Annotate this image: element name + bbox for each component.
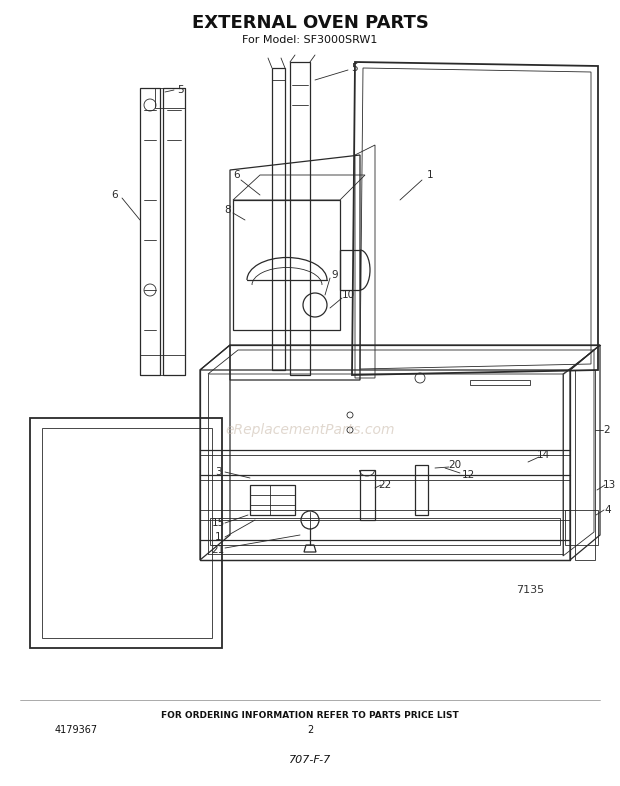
- Text: 10: 10: [342, 290, 355, 300]
- Text: 2: 2: [307, 725, 313, 735]
- Text: 20: 20: [448, 460, 461, 470]
- Text: 13: 13: [603, 480, 616, 490]
- Text: 1: 1: [427, 170, 433, 180]
- Text: 707-F-7: 707-F-7: [289, 755, 331, 765]
- Text: 14: 14: [536, 450, 549, 460]
- Text: 21: 21: [211, 545, 224, 555]
- Text: eReplacementParts.com: eReplacementParts.com: [225, 423, 395, 437]
- Text: 5: 5: [352, 63, 358, 73]
- Text: 9: 9: [332, 270, 339, 280]
- Text: EXTERNAL OVEN PARTS: EXTERNAL OVEN PARTS: [192, 14, 428, 32]
- Text: 12: 12: [461, 470, 475, 480]
- Text: 3: 3: [215, 467, 221, 477]
- Text: 2: 2: [604, 425, 610, 435]
- Text: 5: 5: [177, 85, 184, 95]
- Text: 4: 4: [604, 505, 611, 515]
- Text: 4179367: 4179367: [55, 725, 98, 735]
- Text: 6: 6: [234, 170, 241, 180]
- Text: 7135: 7135: [516, 585, 544, 595]
- Text: FOR ORDERING INFORMATION REFER TO PARTS PRICE LIST: FOR ORDERING INFORMATION REFER TO PARTS …: [161, 711, 459, 719]
- Text: 6: 6: [112, 190, 118, 200]
- Text: 15: 15: [211, 518, 224, 528]
- Text: 8: 8: [224, 205, 231, 215]
- Text: 22: 22: [378, 480, 392, 490]
- Text: 1: 1: [215, 532, 221, 542]
- Text: For Model: SF3000SRW1: For Model: SF3000SRW1: [242, 35, 378, 45]
